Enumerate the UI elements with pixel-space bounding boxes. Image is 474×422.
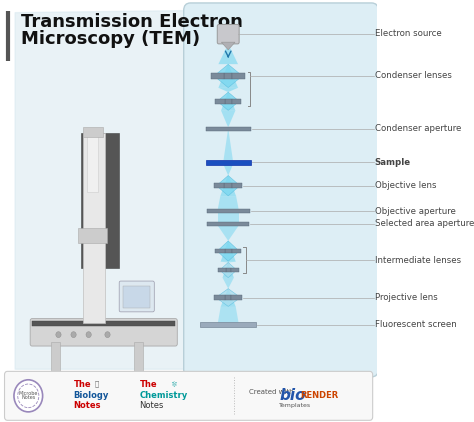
Text: Condenser lenses: Condenser lenses: [374, 71, 451, 81]
FancyBboxPatch shape: [217, 24, 239, 44]
Text: The: The: [139, 379, 157, 389]
Bar: [83, 133, 105, 323]
Bar: [214, 183, 224, 188]
Text: Notes: Notes: [139, 401, 164, 411]
Bar: [32, 321, 175, 326]
Bar: [206, 160, 251, 165]
Text: Fluorescent screen: Fluorescent screen: [374, 320, 456, 330]
Bar: [87, 129, 98, 192]
Polygon shape: [220, 262, 237, 278]
Bar: [231, 268, 238, 272]
Text: Objective lens: Objective lens: [374, 181, 436, 190]
FancyBboxPatch shape: [184, 3, 378, 377]
Bar: [218, 268, 226, 272]
Text: Chemistry: Chemistry: [139, 391, 188, 400]
Text: Microscopy (TEM): Microscopy (TEM): [21, 30, 200, 48]
Text: Electron source: Electron source: [374, 29, 441, 38]
Bar: [83, 127, 102, 137]
Polygon shape: [221, 288, 236, 307]
Polygon shape: [223, 131, 233, 160]
Polygon shape: [15, 11, 191, 369]
Polygon shape: [221, 42, 235, 50]
Polygon shape: [223, 278, 234, 288]
Text: ⚛: ⚛: [171, 379, 177, 389]
Polygon shape: [214, 65, 242, 88]
Bar: [134, 342, 143, 373]
Polygon shape: [221, 111, 236, 127]
Bar: [51, 342, 60, 373]
Bar: [231, 295, 242, 300]
Text: The: The: [73, 379, 91, 389]
Bar: [215, 249, 225, 253]
Bar: [123, 286, 150, 308]
Bar: [45, 372, 66, 378]
FancyBboxPatch shape: [119, 281, 154, 312]
Text: Created with: Created with: [249, 389, 293, 395]
Bar: [128, 372, 149, 378]
Bar: [224, 183, 232, 188]
Polygon shape: [219, 64, 238, 88]
Bar: [200, 322, 256, 327]
Polygon shape: [216, 289, 240, 306]
Bar: [211, 73, 224, 78]
Bar: [215, 99, 225, 103]
Text: Transmission Electron: Transmission Electron: [21, 13, 243, 31]
Text: Projective lens: Projective lens: [374, 293, 438, 302]
Bar: [225, 99, 232, 103]
Polygon shape: [219, 88, 238, 92]
Text: 🧬: 🧬: [95, 381, 100, 387]
Polygon shape: [218, 196, 238, 209]
Text: Intermediate lenses: Intermediate lenses: [374, 256, 461, 265]
Bar: [208, 222, 249, 226]
Polygon shape: [217, 92, 239, 110]
Bar: [232, 183, 242, 188]
FancyBboxPatch shape: [30, 319, 177, 346]
Bar: [232, 99, 241, 103]
FancyBboxPatch shape: [5, 371, 373, 420]
Bar: [226, 268, 231, 272]
Bar: [81, 133, 119, 268]
Polygon shape: [223, 262, 234, 278]
Text: Condenser aperture: Condenser aperture: [374, 124, 461, 133]
Circle shape: [71, 332, 76, 338]
Text: Sample: Sample: [374, 158, 410, 167]
Text: Objective aperture: Objective aperture: [374, 206, 456, 216]
Text: bio: bio: [279, 388, 306, 403]
Polygon shape: [221, 92, 236, 111]
Bar: [206, 127, 251, 131]
Circle shape: [56, 332, 61, 338]
Polygon shape: [221, 241, 236, 262]
Text: Notes: Notes: [21, 395, 36, 400]
Bar: [214, 295, 225, 300]
Polygon shape: [218, 213, 238, 222]
Bar: [232, 249, 241, 253]
Polygon shape: [218, 226, 238, 241]
Polygon shape: [218, 307, 238, 323]
Text: Microbe: Microbe: [18, 391, 38, 396]
Circle shape: [105, 332, 110, 338]
Bar: [225, 249, 232, 253]
Text: Biology: Biology: [73, 391, 109, 400]
Text: Templates: Templates: [279, 403, 311, 408]
Polygon shape: [217, 241, 239, 261]
Polygon shape: [223, 165, 233, 175]
Bar: [224, 73, 232, 78]
Bar: [225, 295, 231, 300]
Text: RENDER: RENDER: [300, 391, 338, 400]
Bar: [207, 209, 250, 213]
Circle shape: [86, 332, 91, 338]
Text: Notes: Notes: [73, 401, 101, 411]
Text: Selected area aperture: Selected area aperture: [374, 219, 474, 228]
Circle shape: [14, 380, 43, 412]
Polygon shape: [219, 49, 238, 64]
Bar: [79, 228, 107, 243]
Polygon shape: [220, 175, 236, 196]
Polygon shape: [217, 176, 240, 196]
Bar: [232, 73, 245, 78]
Circle shape: [18, 384, 39, 408]
